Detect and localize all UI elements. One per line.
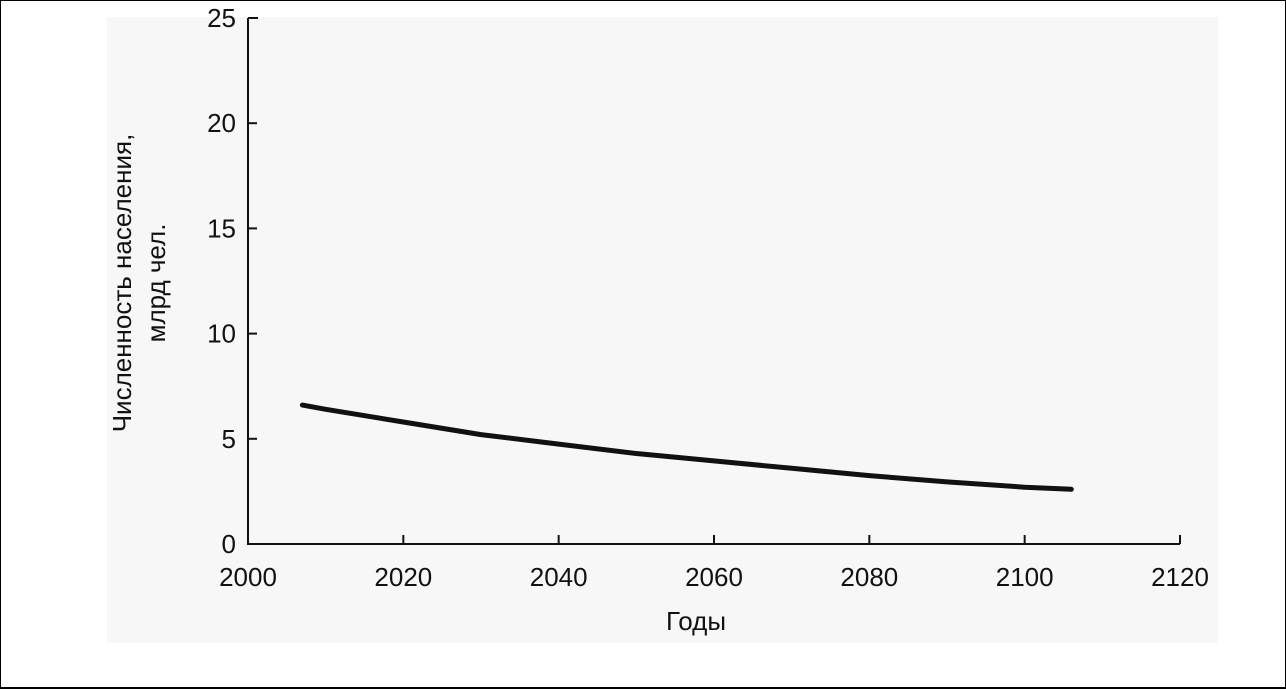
y-tick-label: 15: [207, 213, 236, 243]
y-tick-label: 25: [207, 3, 236, 33]
chart-panel: [107, 17, 1218, 643]
series-layer: [299, 402, 1074, 492]
x-tick-label: 2120: [1151, 562, 1209, 592]
y-axis-title-line2: млрд чел.: [141, 224, 171, 343]
ticks: 0 5 10 15 20 25 2000 2020 2040 2060 2080 2100 2120: [207, 3, 1209, 592]
x-tick-label: 2100: [996, 562, 1054, 592]
x-tick-label: 2040: [530, 562, 588, 592]
x-tick-label: 2020: [374, 562, 432, 592]
y-tick-label: 20: [207, 108, 236, 138]
y-tick-label: 10: [207, 319, 236, 349]
x-tick-label: 2000: [219, 562, 277, 592]
y-tick-label: 0: [222, 529, 236, 559]
population-line: [299, 402, 1074, 492]
y-axis-title-line1: Численность населения,: [107, 134, 137, 433]
axes: [247, 17, 1180, 545]
x-tick-label: 2060: [685, 562, 743, 592]
x-axis-title: Годы: [666, 606, 726, 636]
x-tick-label: 2080: [840, 562, 898, 592]
y-tick-label: 5: [222, 424, 236, 454]
